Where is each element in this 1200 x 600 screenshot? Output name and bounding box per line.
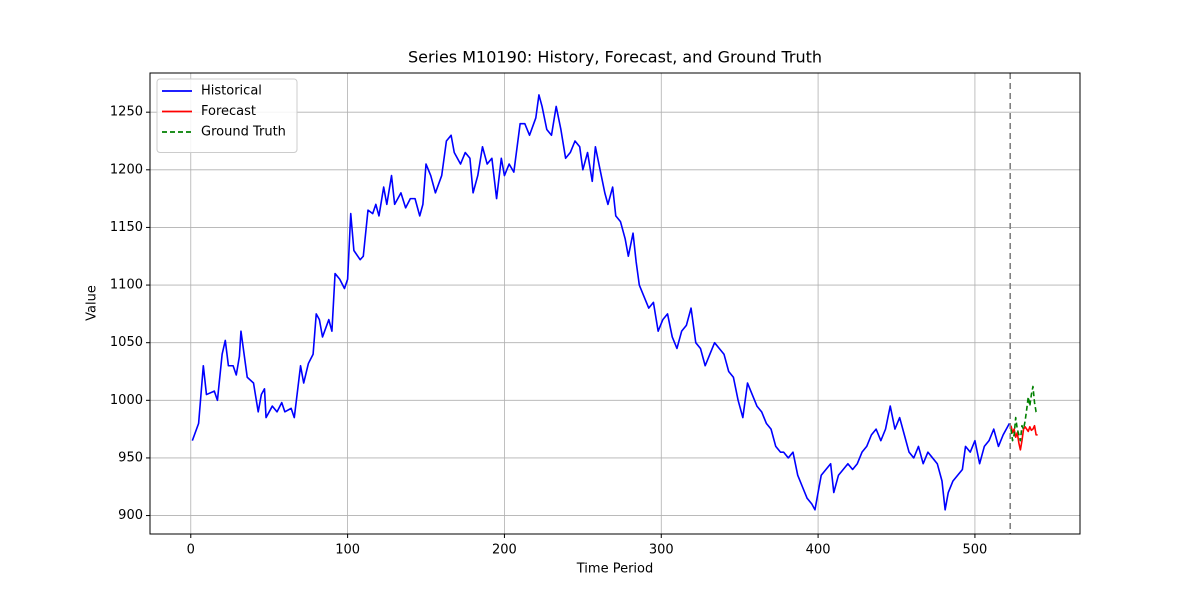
x-tick-label: 300: [649, 543, 674, 558]
legend-label: Forecast: [201, 104, 256, 119]
y-tick-label: 1200: [110, 162, 143, 177]
x-tick-label: 200: [492, 543, 517, 558]
series-line: [1010, 424, 1038, 451]
axes-frame: [149, 72, 1081, 535]
x-tick-label: 500: [963, 543, 988, 558]
y-tick-label: 1050: [110, 335, 143, 350]
series-line: [191, 94, 1011, 511]
y-tick-label: 900: [118, 508, 143, 523]
x-tick-label: 400: [806, 543, 831, 558]
y-axis-label: Value: [85, 285, 100, 321]
y-tick-label: 1100: [110, 278, 143, 293]
y-tick-label: 1250: [110, 105, 143, 120]
legend-label: Ground Truth: [201, 125, 286, 140]
y-tick-label: 1150: [110, 220, 143, 235]
legend-box: [156, 78, 298, 153]
x-tick-label: 100: [335, 543, 360, 558]
y-tick-label: 1000: [110, 393, 143, 408]
legend-label: Historical: [201, 84, 262, 99]
y-tick-label: 950: [118, 450, 143, 465]
chart-title: Series M10190: History, Forecast, and Gr…: [408, 48, 822, 67]
legend: Historical Forecast Ground Truth: [156, 78, 298, 153]
series-line: [1010, 385, 1039, 442]
x-tick-label: 0: [187, 543, 195, 558]
x-axis-label: Time Period: [576, 562, 653, 577]
